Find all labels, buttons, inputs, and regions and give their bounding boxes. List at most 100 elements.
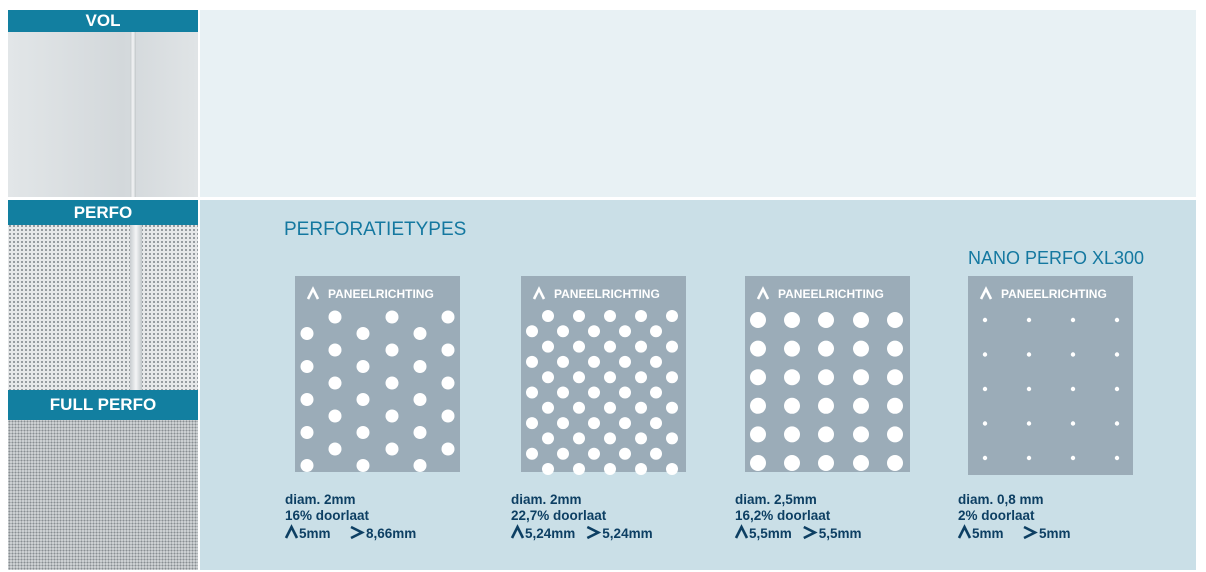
hole <box>573 463 585 475</box>
hole <box>666 432 678 445</box>
hole <box>1114 386 1120 392</box>
hole <box>1114 455 1120 461</box>
hole <box>526 325 538 338</box>
hole <box>542 401 554 414</box>
direction-icon <box>350 525 365 540</box>
hole <box>750 312 766 328</box>
hole <box>573 310 585 322</box>
hole <box>441 343 455 357</box>
hole <box>557 447 569 460</box>
hole <box>413 327 427 340</box>
pitch-horizontal: 5mm <box>1039 526 1071 541</box>
hole <box>784 426 800 443</box>
hole <box>666 310 678 322</box>
hole <box>441 376 455 390</box>
pitch-vertical: 5,5mm <box>749 526 792 541</box>
hole <box>441 310 455 324</box>
hole <box>650 325 662 338</box>
perforation-tile <box>295 276 460 472</box>
hole <box>818 312 834 328</box>
pitch-horizontal: 5,24mm <box>602 526 652 541</box>
hole <box>1070 352 1076 357</box>
pitch-vertical: 5,24mm <box>525 526 575 541</box>
direction-label: PANEELRICHTING <box>778 287 884 301</box>
hole <box>887 397 903 414</box>
pitch-vertical: 5mm <box>299 526 331 541</box>
hole <box>413 360 427 373</box>
hole <box>1114 421 1120 426</box>
hole <box>573 371 585 384</box>
hole <box>526 417 538 430</box>
hole <box>413 459 427 472</box>
hole <box>1070 317 1076 323</box>
hole <box>1070 386 1076 392</box>
caption-diameter: diam. 2mm <box>511 492 582 507</box>
hole <box>619 325 631 338</box>
hole <box>573 401 585 414</box>
hole <box>604 432 616 445</box>
hole <box>750 455 766 471</box>
direction-label: PANEELRICHTING <box>554 287 660 301</box>
hole <box>982 386 988 392</box>
hole <box>887 340 903 357</box>
hole <box>588 386 600 399</box>
direction-icon <box>1023 525 1038 540</box>
hole <box>385 442 399 456</box>
direction-icon <box>734 524 749 539</box>
direction-icon <box>957 524 972 539</box>
hole <box>784 455 800 471</box>
hole <box>542 340 554 353</box>
hole <box>650 355 662 368</box>
hole <box>413 426 427 439</box>
hole <box>300 459 314 472</box>
hole <box>385 376 399 390</box>
hole <box>300 393 314 406</box>
hole <box>982 421 988 426</box>
hole <box>750 369 766 386</box>
hole <box>1026 421 1032 426</box>
hole <box>619 447 631 460</box>
hole <box>588 447 600 460</box>
hole <box>750 426 766 443</box>
hole <box>588 417 600 430</box>
direction-icon <box>586 525 602 540</box>
direction-icon <box>803 525 818 540</box>
perforation-tile <box>968 276 1133 475</box>
hole <box>818 369 834 386</box>
hole <box>441 442 455 456</box>
hole <box>356 459 370 472</box>
hole <box>356 426 370 439</box>
hole <box>1026 455 1032 461</box>
hole <box>573 432 585 445</box>
hole <box>853 426 869 443</box>
top-panel <box>200 10 1196 197</box>
hole <box>542 463 554 475</box>
hole <box>557 386 569 399</box>
caption-open-area: 16% doorlaat <box>285 508 370 523</box>
hole <box>328 442 342 456</box>
hole <box>328 343 342 357</box>
caption-diameter: diam. 2mm <box>285 492 356 507</box>
hole <box>619 417 631 430</box>
hole <box>666 401 678 414</box>
hole <box>982 352 988 357</box>
direction-label: PANEELRICHTING <box>328 287 434 301</box>
hole <box>557 417 569 430</box>
hole <box>853 397 869 414</box>
hole <box>356 360 370 373</box>
pitch-horizontal: 5,5mm <box>819 526 862 541</box>
hole <box>818 397 834 414</box>
hole <box>635 340 647 353</box>
direction-icon <box>756 286 770 300</box>
hole <box>557 325 569 338</box>
hole <box>526 447 538 460</box>
hole <box>604 371 616 384</box>
hole <box>784 312 800 328</box>
hole <box>666 371 678 384</box>
caption-open-area: 2% doorlaat <box>958 508 1035 523</box>
hole <box>853 369 869 386</box>
hole <box>1026 317 1032 323</box>
hole <box>413 393 427 406</box>
